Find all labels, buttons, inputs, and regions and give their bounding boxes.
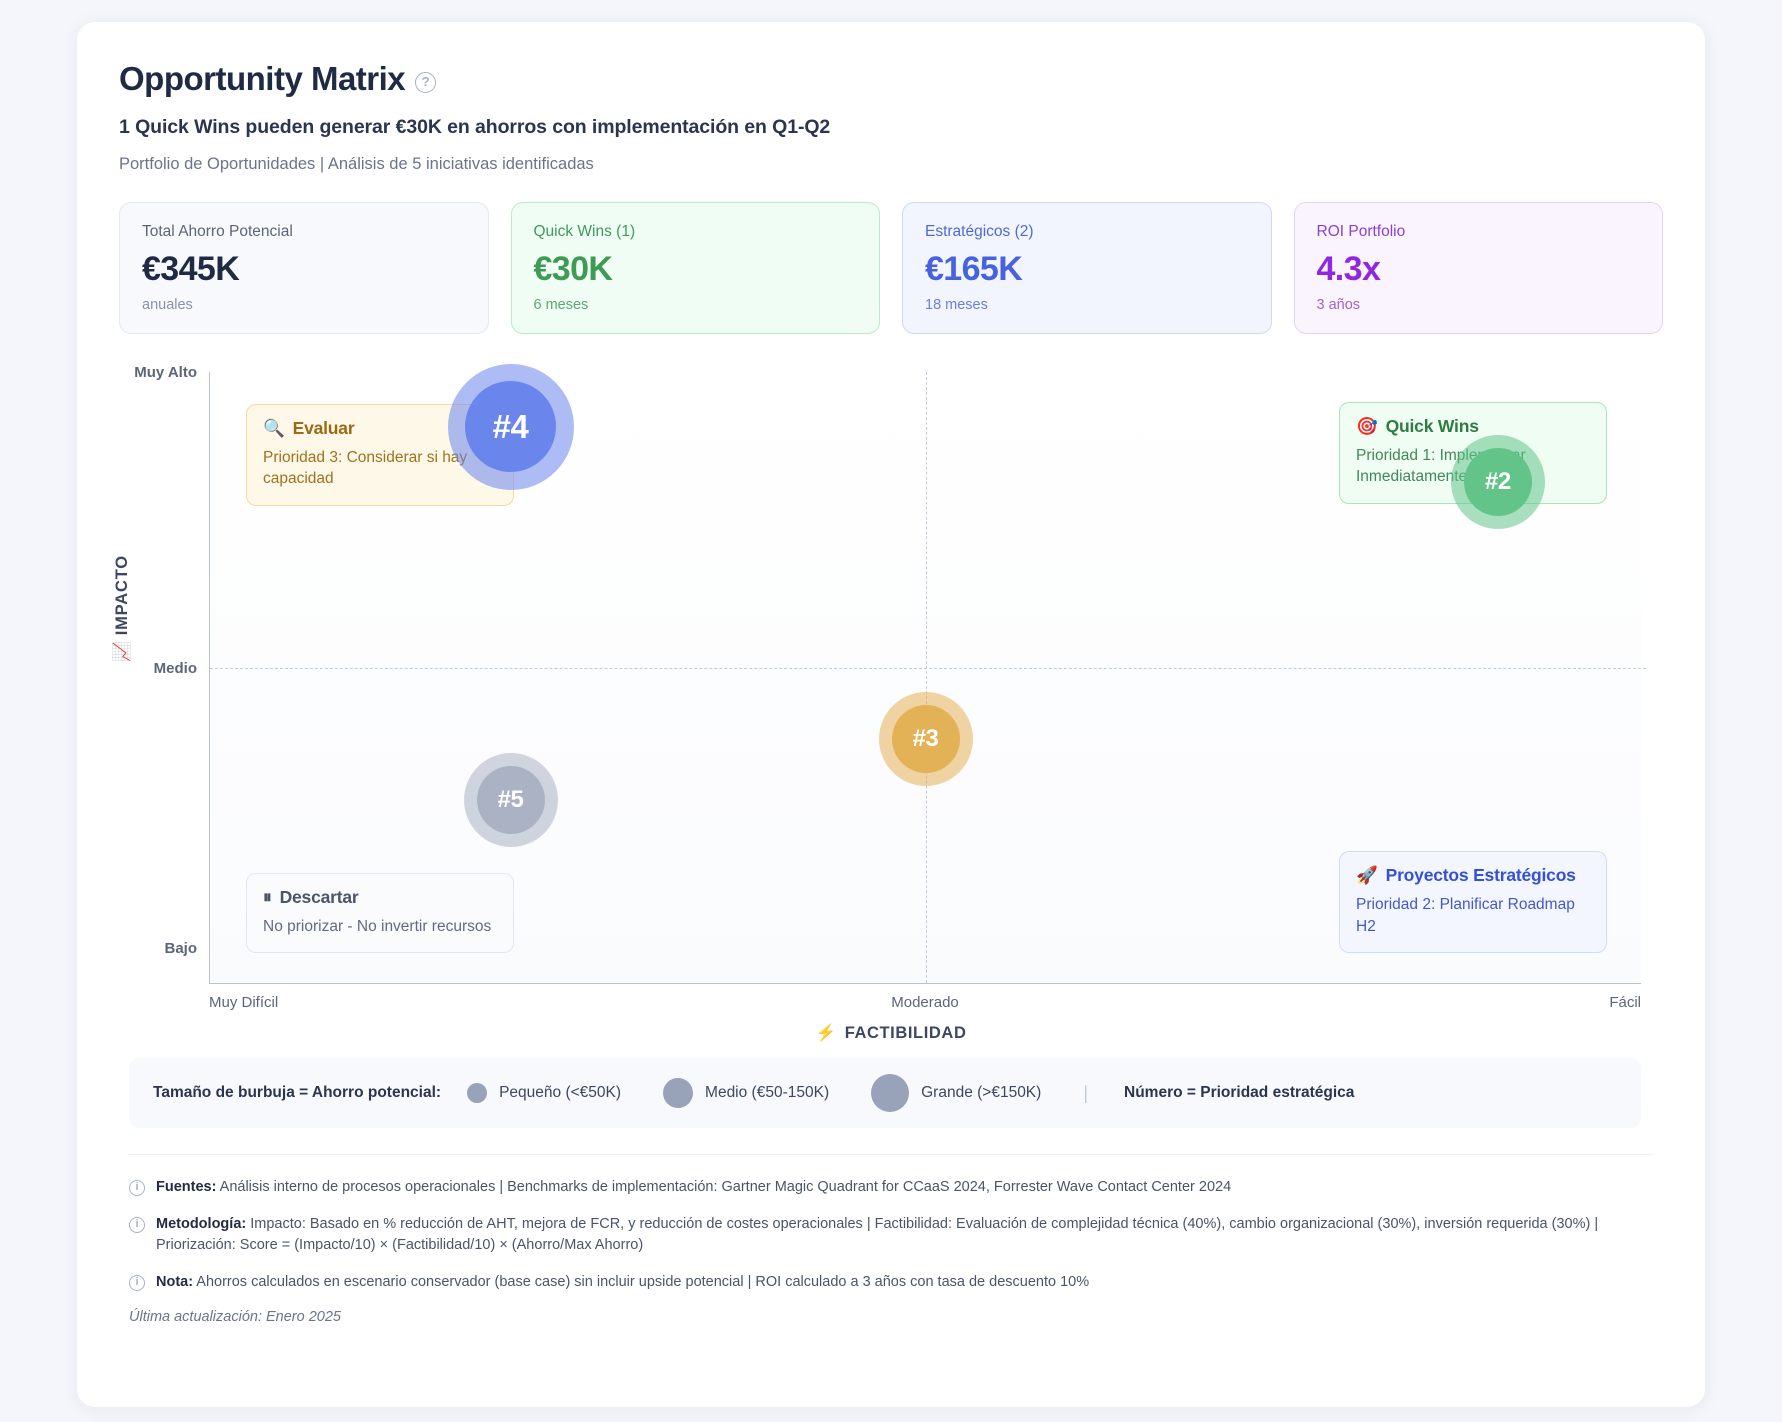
legend-item-grande: Grande (>€150K) — [871, 1074, 1041, 1112]
quadrant-title: Quick Wins — [1385, 416, 1479, 436]
footnote-text: Impacto: Basado en % reducción de AHT, m… — [156, 1216, 1599, 1254]
kpi-value: 4.3x — [1316, 250, 1381, 288]
bubble-core — [465, 381, 556, 473]
kpi-sub: 3 años — [1316, 297, 1361, 313]
legend-item-label: Medio (€50-150K) — [705, 1084, 830, 1101]
question-circle-icon[interactable]: ? — [415, 71, 437, 93]
footnote-fuentes: i Fuentes: Análisis interno de procesos … — [129, 1177, 1653, 1198]
footnote-label: Nota: — [156, 1274, 194, 1291]
bubble-dot-large — [871, 1074, 910, 1112]
bubble-dot-medium — [663, 1078, 694, 1108]
kpi-sub: 18 meses — [925, 297, 988, 313]
quadrant-body: No priorizar - No invertir recursos — [263, 917, 492, 935]
page-subtitle: 1 Quick Wins pueden generar €30K en ahor… — [119, 116, 831, 138]
y-tick-medio: Medio — [153, 660, 197, 677]
legend-item-medio: Medio (€50-150K) — [663, 1078, 829, 1108]
footnote-metodologia: i Metodología: Impacto: Basado en % redu… — [129, 1214, 1653, 1256]
quadrant-divider-vertical — [925, 372, 927, 983]
quadrant-card-descartar: ⏸ Descartar No priorizar - No invertir r… — [246, 872, 514, 953]
quadrant-title: Descartar — [279, 886, 359, 907]
legend-separator: | — [1083, 1082, 1088, 1103]
info-icon: i — [129, 1217, 145, 1234]
kpi-card-quick-wins: Quick Wins (1) €30K 6 meses — [510, 202, 880, 334]
x-axis-label: FACTIBILIDAD — [844, 1024, 967, 1042]
legend-number-note: Número = Prioridad estratégica — [1124, 1084, 1355, 1101]
quadrant-title: Proyectos Estratégicos — [1385, 865, 1576, 886]
bubble-priority-3[interactable]: #3 — [878, 691, 973, 786]
y-tick-bajo: Bajo — [164, 940, 197, 957]
magnifier-icon: 🔍 — [263, 418, 285, 438]
pause-icon: ⏸ — [263, 886, 272, 907]
bubble-label: #3 — [912, 724, 939, 752]
legend-item-label: Grande (>€150K) — [921, 1084, 1042, 1101]
quadrant-divider-horizontal — [210, 668, 1646, 670]
chart-legend: Tamaño de burbuja = Ahorro potencial: Pe… — [129, 1058, 1641, 1128]
footnote-text: Ahorros calculados en escenario conserva… — [193, 1274, 1090, 1291]
opportunity-matrix-chart: 📈 IMPACTO Muy Alto Medio Bajo 🔍 Evaluar … — [113, 362, 1663, 1054]
info-icon: i — [129, 1275, 145, 1292]
last-updated: Última actualización: Enero 2025 — [129, 1309, 341, 1326]
footnote-nota: i Nota: Ahorros calculados en escenario … — [129, 1272, 1653, 1293]
footnotes: i Fuentes: Análisis interno de procesos … — [129, 1154, 1653, 1325]
x-tick-facil: Fácil — [1609, 994, 1641, 1011]
bubble-label: #5 — [497, 785, 524, 813]
x-tick-moderado: Moderado — [891, 994, 959, 1011]
bubble-priority-4[interactable]: #4 — [447, 363, 574, 490]
quadrant-card-proyectos-estrategicos: 🚀 Proyectos Estratégicos Prioridad 2: Pl… — [1339, 851, 1607, 953]
bubble-dot-small — [467, 1083, 488, 1103]
legend-item-label: Pequeño (<€50K) — [499, 1084, 622, 1101]
bubble-core — [476, 765, 545, 834]
bubble-label: #4 — [492, 407, 529, 445]
legend-size-label: Tamaño de burbuja = Ahorro potencial: — [153, 1084, 442, 1101]
footnote-label: Metodología: — [156, 1216, 247, 1233]
footnote-text: Análisis interno de procesos operacional… — [216, 1179, 1232, 1195]
kpi-value: €165K — [925, 250, 1023, 288]
kpi-value: €30K — [533, 250, 613, 288]
quadrant-body: Prioridad 3: Considerar si hay capacidad — [263, 449, 468, 488]
x-axis-ticks: Muy Difícil Moderado Fácil — [209, 994, 1641, 1018]
kpi-card-total-ahorro: Total Ahorro Potencial €345K anuales — [119, 202, 489, 334]
quadrant-title: Evaluar — [292, 418, 355, 438]
x-tick-muy-dificil: Muy Difícil — [209, 994, 279, 1011]
target-icon: 🎯 — [1356, 416, 1378, 436]
bubble-core — [1463, 447, 1532, 516]
kpi-card-estrategicos: Estratégicos (2) €165K 18 meses — [902, 202, 1272, 334]
kpi-sub: anuales — [142, 297, 193, 313]
y-axis-title: 📈 IMPACTO — [113, 555, 132, 662]
kpi-cards: Total Ahorro Potencial €345K anuales Qui… — [119, 202, 1663, 334]
info-icon: i — [129, 1180, 145, 1196]
page-eyebrow: Portfolio de Oportunidades | Análisis de… — [119, 155, 594, 173]
plot-area: 🔍 Evaluar Prioridad 3: Considerar si hay… — [209, 363, 1646, 984]
kpi-sub: 6 meses — [533, 297, 589, 313]
legend-item-pequeno: Pequeño (<€50K) — [467, 1083, 621, 1103]
kpi-label: Quick Wins (1) — [533, 223, 636, 240]
opportunity-matrix-panel: Opportunity Matrix ? 1 Quick Wins pueden… — [77, 22, 1705, 1407]
y-axis-label: IMPACTO — [113, 555, 131, 636]
rocket-icon: 🚀 — [1356, 865, 1378, 886]
trend-up-icon: 📈 — [113, 640, 131, 662]
bubble-priority-2[interactable]: #2 — [1450, 434, 1545, 529]
kpi-label: Total Ahorro Potencial — [142, 223, 293, 240]
bubble-priority-5[interactable]: #5 — [463, 752, 558, 847]
x-axis-title: ⚡ FACTIBILIDAD — [816, 1024, 967, 1043]
quadrant-body: Prioridad 2: Planificar Roadmap H2 — [1356, 896, 1575, 935]
footnote-label: Fuentes: — [156, 1179, 217, 1195]
y-tick-muy-alto: Muy Alto — [134, 364, 197, 381]
kpi-label: Estratégicos (2) — [925, 223, 1034, 240]
bubble-core — [891, 704, 960, 773]
lightning-icon: ⚡ — [815, 1024, 837, 1042]
page-title: Opportunity Matrix — [119, 60, 406, 97]
kpi-card-roi-portfolio: ROI Portfolio 4.3x 3 años — [1293, 202, 1663, 334]
header: Opportunity Matrix ? — [119, 60, 1663, 98]
kpi-value: €345K — [142, 250, 240, 288]
kpi-label: ROI Portfolio — [1316, 223, 1406, 240]
bubble-label: #2 — [1485, 467, 1511, 495]
